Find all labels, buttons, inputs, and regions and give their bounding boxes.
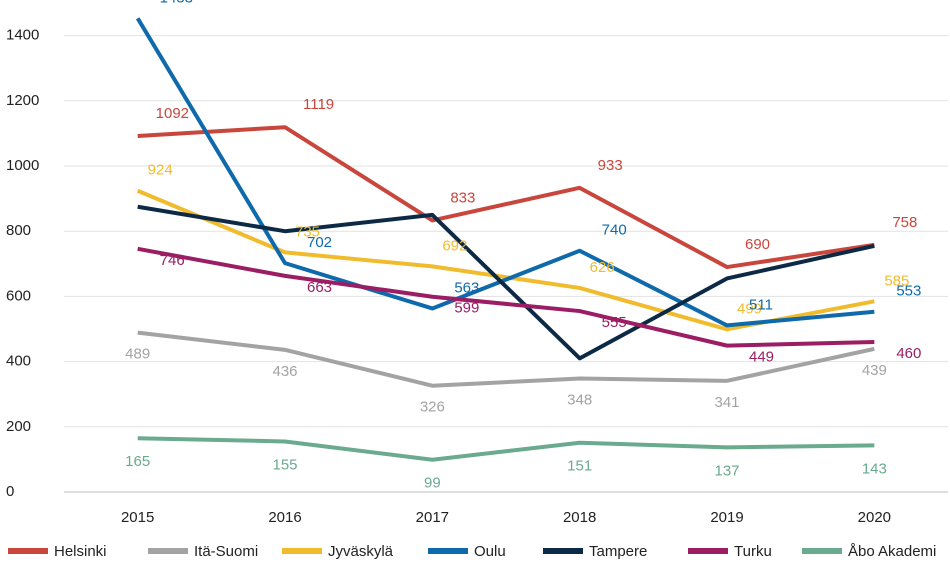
data-label: 555 (602, 314, 627, 331)
y-tick-label: 200 (6, 418, 31, 435)
data-label: 439 (862, 362, 887, 379)
data-label: 99 (424, 475, 441, 492)
legend-label: Jyväskylä (328, 543, 394, 560)
data-label: 933 (598, 157, 623, 174)
data-label: 626 (590, 259, 615, 276)
series-line (137, 125, 875, 270)
data-label: 585 (884, 272, 909, 289)
data-label: 740 (602, 222, 627, 239)
data-label: 449 (749, 349, 774, 366)
data-label: 460 (896, 345, 921, 362)
legend-label: Åbo Akademi (848, 543, 936, 560)
data-label: 758 (892, 214, 917, 231)
data-label: 143 (862, 460, 887, 477)
x-tick-label: 2019 (710, 509, 743, 526)
data-label: 702 (307, 234, 332, 251)
series-line (137, 204, 875, 361)
y-tick-label: 1400 (6, 27, 39, 44)
legend-label: Tampere (589, 543, 647, 560)
data-label: 553 (896, 283, 921, 300)
y-tick-label: 0 (6, 483, 14, 500)
x-tick-label: 2017 (416, 509, 449, 526)
x-tick-label: 2016 (268, 509, 301, 526)
series-line (137, 436, 875, 462)
y-tick-label: 1000 (6, 157, 39, 174)
data-label: 155 (272, 456, 297, 473)
data-label: 499 (737, 300, 762, 317)
data-label: 436 (272, 363, 297, 380)
data-label: 326 (420, 399, 445, 416)
data-label: 511 (749, 296, 773, 313)
series-line (137, 330, 875, 388)
y-tick-label: 600 (6, 287, 31, 304)
x-tick-label: 2020 (858, 509, 891, 526)
data-label: 489 (125, 346, 150, 363)
data-label: 151 (567, 458, 592, 475)
y-tick-label: 1200 (6, 92, 39, 109)
data-label: 137 (714, 462, 739, 479)
data-label: 563 (454, 279, 479, 296)
data-label: 746 (160, 252, 185, 269)
legend-label: Itä-Suomi (194, 543, 258, 560)
series-line (137, 246, 875, 348)
data-label: 1453 (160, 0, 193, 6)
series-line (135, 17, 875, 328)
y-tick-label: 800 (6, 222, 31, 239)
data-label: 341 (714, 394, 739, 411)
data-label: 924 (148, 162, 173, 179)
data-label: 663 (307, 279, 332, 296)
data-label: 1119 (303, 96, 334, 113)
legend-label: Oulu (474, 543, 506, 560)
data-label: 599 (454, 300, 479, 317)
data-label: 348 (567, 392, 592, 409)
legend-label: Turku (734, 543, 772, 560)
data-label: 833 (450, 189, 475, 206)
data-label: 735 (295, 223, 320, 240)
legend-label: Helsinki (54, 543, 107, 560)
y-tick-label: 400 (6, 353, 31, 370)
x-tick-label: 2018 (563, 509, 596, 526)
x-tick-label: 2015 (121, 509, 154, 526)
data-label: 692 (442, 237, 467, 254)
data-label: 1092 (156, 105, 189, 122)
data-label: 165 (125, 453, 150, 470)
data-label: 690 (745, 236, 770, 253)
